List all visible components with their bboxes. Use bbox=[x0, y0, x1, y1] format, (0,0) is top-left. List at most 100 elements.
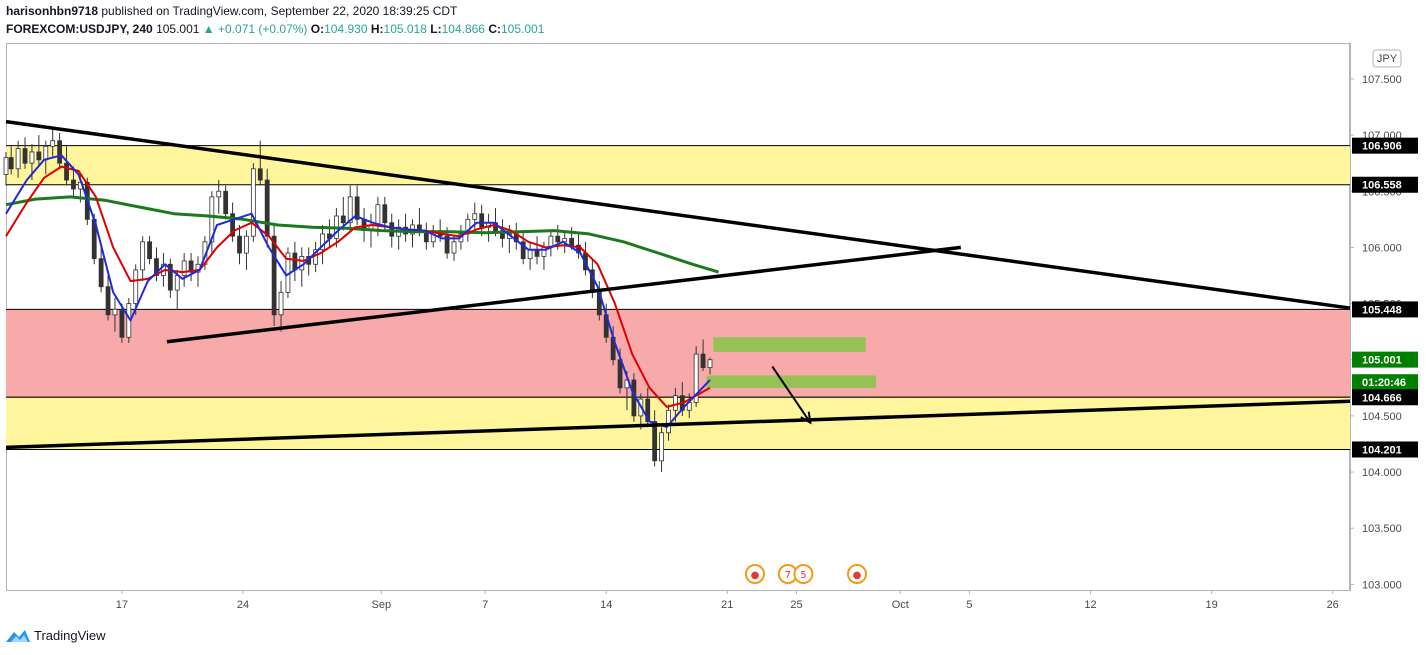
candle-body bbox=[659, 432, 664, 462]
candle-body bbox=[271, 235, 277, 316]
candle bbox=[396, 219, 402, 250]
price-label: 106.906 bbox=[1352, 137, 1418, 154]
candle-body bbox=[209, 196, 215, 243]
price-label-box bbox=[1352, 137, 1418, 154]
candle bbox=[50, 129, 56, 158]
green-moving-average[interactable] bbox=[5, 195, 720, 274]
candle bbox=[22, 137, 28, 169]
date-tick-label: 26 bbox=[1327, 599, 1339, 611]
price-label-text: 104.666 bbox=[1362, 392, 1402, 404]
candle-body bbox=[244, 235, 249, 254]
candle bbox=[3, 151, 9, 186]
price-label: 105.001 bbox=[1352, 351, 1418, 368]
price-tick-label: 107.500 bbox=[1362, 74, 1402, 86]
price-label-box bbox=[1352, 301, 1418, 318]
trendline-2[interactable] bbox=[166, 245, 962, 344]
candle-body bbox=[181, 260, 187, 276]
candle bbox=[71, 166, 76, 197]
date-tick-label: 17 bbox=[116, 599, 128, 611]
candle-body bbox=[230, 213, 235, 237]
price-tick-label: 106.000 bbox=[1362, 242, 1402, 254]
candle bbox=[472, 202, 478, 231]
author-name[interactable]: harisonhbn9718 bbox=[6, 4, 99, 18]
candle bbox=[520, 230, 526, 265]
candle bbox=[181, 253, 187, 287]
currency-badge[interactable]: JPY bbox=[1372, 49, 1402, 68]
candle-body bbox=[29, 151, 35, 164]
candle-body bbox=[527, 249, 533, 260]
date-tick-label: 7 bbox=[482, 599, 488, 611]
event-marker-ring bbox=[847, 564, 868, 584]
candle-body bbox=[98, 258, 104, 288]
price-label-text: 104.201 bbox=[1362, 444, 1402, 456]
close-value: 105.001 bbox=[501, 22, 545, 36]
candle-body bbox=[347, 196, 353, 224]
candle bbox=[410, 219, 415, 248]
candle-body bbox=[71, 179, 76, 190]
supply-zone[interactable] bbox=[6, 309, 1350, 398]
blue-moving-average[interactable] bbox=[5, 154, 711, 429]
candle-body bbox=[188, 260, 194, 273]
date-tick-label: Oct bbox=[892, 599, 909, 611]
candle-body bbox=[375, 204, 381, 226]
price-label: 104.201 bbox=[1352, 441, 1418, 458]
price-label-text: 105.448 bbox=[1362, 304, 1402, 316]
candle bbox=[98, 247, 104, 293]
target-box-2[interactable] bbox=[706, 375, 877, 388]
target-box-1[interactable] bbox=[713, 337, 866, 352]
event-marker[interactable]: 7 bbox=[777, 564, 798, 584]
publish-date: published on TradingView.com, September … bbox=[101, 4, 458, 18]
candle bbox=[513, 222, 519, 250]
up-arrow-icon: ▲ bbox=[202, 22, 215, 36]
event-marker[interactable]: ● bbox=[847, 564, 868, 584]
candle bbox=[188, 253, 194, 282]
candle-body bbox=[465, 218, 471, 235]
symbol-label: FOREXCOM:USDJPY, 240 bbox=[6, 22, 153, 36]
red-moving-average[interactable] bbox=[5, 165, 711, 408]
event-marker[interactable]: 5 bbox=[793, 564, 814, 584]
candle bbox=[257, 140, 263, 186]
last-price: 105.001 bbox=[156, 22, 200, 36]
price-tick-label: 104.500 bbox=[1362, 411, 1402, 423]
candle bbox=[451, 236, 457, 261]
candle bbox=[216, 180, 222, 214]
trendline-1[interactable] bbox=[5, 119, 1351, 310]
candle bbox=[36, 135, 42, 167]
candle bbox=[250, 163, 256, 242]
date-tick-label: 21 bbox=[721, 599, 733, 611]
candle bbox=[147, 236, 152, 265]
candle bbox=[693, 346, 699, 407]
candle-body bbox=[320, 233, 325, 251]
candle-body bbox=[472, 213, 478, 220]
candle bbox=[237, 224, 242, 265]
projection-arrow[interactable] bbox=[771, 365, 812, 424]
candle-body bbox=[174, 275, 180, 291]
candle bbox=[223, 185, 229, 220]
candle bbox=[423, 222, 429, 250]
candle bbox=[278, 281, 284, 332]
candle bbox=[659, 427, 664, 473]
resistance-zone[interactable] bbox=[6, 145, 1350, 185]
candle-body bbox=[167, 263, 173, 291]
date-tick-label: 14 bbox=[600, 599, 612, 611]
event-marker-ring bbox=[793, 564, 814, 584]
candle-body bbox=[555, 235, 561, 243]
close-label: C: bbox=[488, 22, 501, 36]
candle bbox=[465, 213, 471, 242]
high-value: 105.018 bbox=[383, 22, 427, 36]
candle-body bbox=[133, 269, 139, 304]
event-marker-label: ● bbox=[853, 570, 862, 581]
candle-body bbox=[645, 398, 651, 422]
price-label-box bbox=[1352, 351, 1418, 368]
candle-body bbox=[147, 241, 152, 260]
event-marker[interactable]: ● bbox=[744, 564, 765, 584]
low-label: L: bbox=[430, 22, 442, 36]
candle-body bbox=[451, 241, 457, 254]
tradingview-logo[interactable]: TradingView bbox=[6, 628, 106, 643]
trendline-3[interactable] bbox=[5, 399, 1351, 450]
currency-label: JPY bbox=[1377, 53, 1398, 65]
price-tick-label: 103.000 bbox=[1362, 579, 1402, 591]
candle-body bbox=[43, 145, 49, 161]
low-value: 104.866 bbox=[441, 22, 485, 36]
